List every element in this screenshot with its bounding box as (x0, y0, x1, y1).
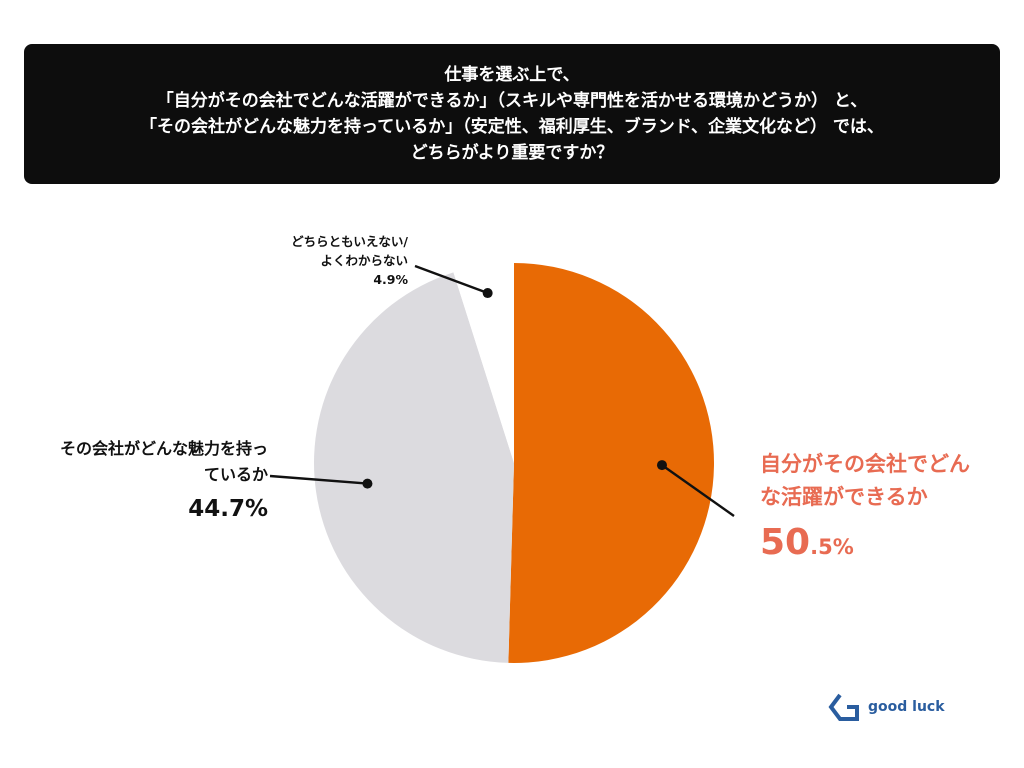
label-activity: 自分がその会社でどん な活躍ができるか 50.5% (760, 448, 1010, 564)
label-activity-pct: 50.5% (760, 525, 1010, 564)
question-line-4: どちらがより重要ですか？ (410, 143, 614, 163)
question-line-3: 「その会社がどんな魅力を持っているか」（安定性、福利厚生、ブランド、企業文化など… (140, 117, 884, 137)
leader-dot (656, 460, 667, 471)
question-line-2: 「自分がその会社でどんな活躍ができるか」（スキルや専門性を活かせる環境かどうか）… (156, 91, 868, 111)
label-appeal-line-2: ているか (203, 465, 268, 484)
leader-line (414, 264, 489, 295)
label-activity-line-1: 自分がその会社でどん (760, 452, 970, 476)
question-banner: 仕事を選ぶ上で、 「自分がその会社でどんな活躍ができるか」（スキルや専門性を活か… (24, 44, 1000, 184)
label-neutral: どちらともいえない/ よくわからない 4.9% (230, 232, 408, 289)
leader-dot (362, 478, 373, 489)
label-neutral-line-1: どちらともいえない/ (291, 234, 408, 249)
good-luck-logo-icon (828, 693, 859, 721)
label-activity-pct-main: 50 (760, 522, 811, 563)
slice-appeal (314, 272, 514, 663)
brand-logo: good luck (828, 692, 945, 722)
label-appeal-pct: 44.7% (188, 496, 268, 522)
question-line-1: 仕事を選ぶ上で、 (444, 65, 580, 85)
slice-neutral (453, 263, 514, 463)
label-appeal: その会社がどんな魅力を持っ ているか 44.7% (6, 436, 268, 522)
leader-line (661, 464, 735, 517)
label-activity-line-2: な活躍ができるか (760, 485, 928, 509)
brand-name: good luck (868, 699, 945, 715)
slice-activity (508, 263, 715, 663)
label-appeal-line-1: その会社がどんな魅力を持っ (59, 439, 268, 458)
label-neutral-pct: 4.9% (373, 272, 408, 287)
label-activity-pct-sub: .5% (810, 535, 854, 559)
leader-line (269, 474, 368, 485)
leader-dot (482, 288, 493, 299)
label-neutral-line-2: よくわからない (320, 253, 408, 268)
